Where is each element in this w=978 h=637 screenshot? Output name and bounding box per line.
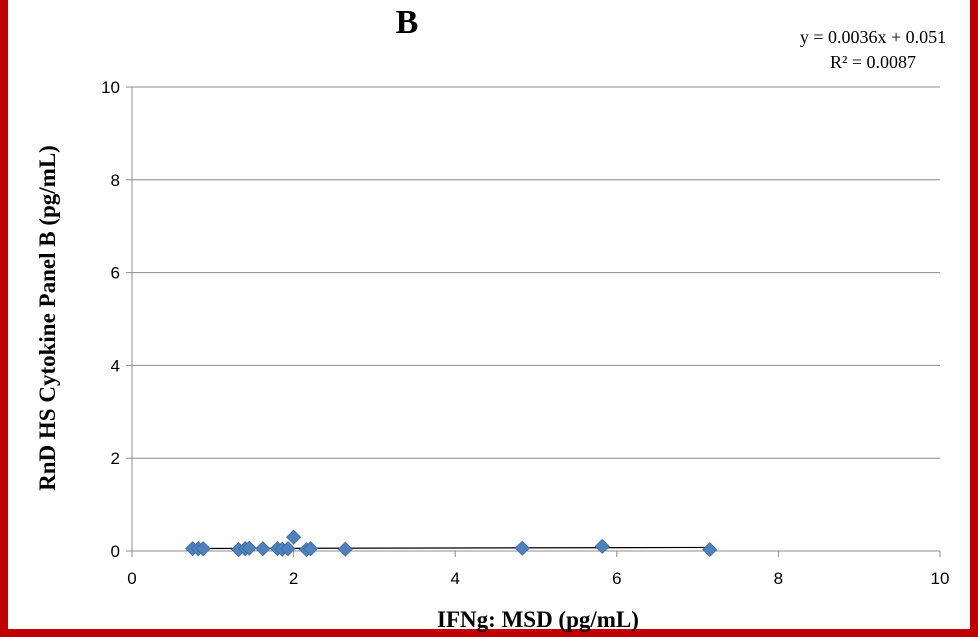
trendline xyxy=(192,546,710,550)
data-point xyxy=(514,540,530,556)
y-axis-title: RnD HS Cytokine Panel B (pg/mL) xyxy=(35,145,60,491)
scatter-chart: 0 2 4 6 8 10 0 2 4 6 8 10 B y = 0.0036x + 0.051 R² … xyxy=(35,4,949,632)
data-points xyxy=(185,529,718,558)
y-tick-label: 0 xyxy=(111,542,120,561)
x-tick-label: 0 xyxy=(127,569,136,588)
trendline-r-squared: R² = 0.0087 xyxy=(830,52,916,72)
data-point xyxy=(255,541,271,557)
trendline-group xyxy=(192,546,710,550)
data-point xyxy=(280,541,296,557)
data-point xyxy=(702,542,718,558)
data-point xyxy=(241,540,257,556)
data-point xyxy=(195,541,211,557)
data-point xyxy=(303,541,319,557)
y-tick-label: 8 xyxy=(111,171,120,190)
data-point xyxy=(337,541,353,557)
chart-title: B xyxy=(396,4,419,41)
y-tick-label: 10 xyxy=(101,78,120,97)
data-point xyxy=(594,538,610,554)
x-tick-label: 8 xyxy=(774,569,783,588)
x-tick-label: 2 xyxy=(289,569,298,588)
x-tick-label: 4 xyxy=(450,569,459,588)
x-tick-label: 6 xyxy=(612,569,621,588)
trendline-equation: y = 0.0036x + 0.051 xyxy=(800,27,946,47)
y-tick-label: 4 xyxy=(111,356,120,375)
x-axis-title: IFNg: MSD (pg/mL) xyxy=(437,607,639,632)
data-point xyxy=(286,529,302,545)
gridlines xyxy=(132,86,940,459)
y-tick-label: 2 xyxy=(111,449,120,468)
tick-labels: 0 2 4 6 8 10 0 2 4 6 8 10 xyxy=(101,78,949,588)
y-tick-label: 6 xyxy=(111,264,120,283)
x-tick-label: 10 xyxy=(931,569,950,588)
axes xyxy=(126,86,941,557)
